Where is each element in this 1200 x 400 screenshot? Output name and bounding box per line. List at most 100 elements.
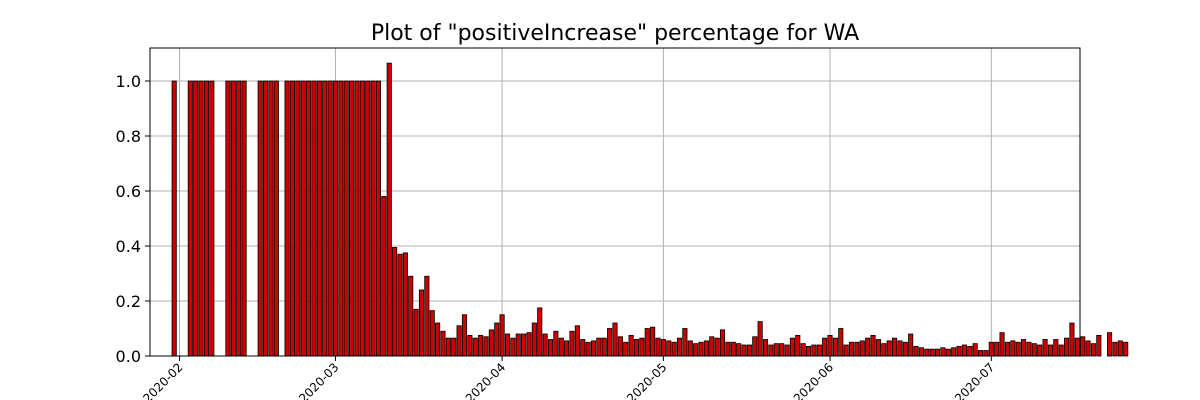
bar xyxy=(306,80,312,357)
bar xyxy=(865,337,871,357)
bar xyxy=(601,337,607,357)
bar xyxy=(569,330,575,357)
y-tick-label: 0.6 xyxy=(116,182,141,201)
bar xyxy=(757,321,763,357)
bar xyxy=(881,343,887,357)
bar xyxy=(811,344,817,357)
bar xyxy=(193,80,199,357)
x-axis: 2020-02 2020-03 2020-04 2020-05 2020-06 2020-… xyxy=(140,356,997,400)
bar xyxy=(397,253,403,357)
x-tick-label: 2020-02 xyxy=(140,360,185,400)
bar xyxy=(972,343,978,357)
bar xyxy=(1117,340,1123,357)
bar xyxy=(354,80,360,357)
bar xyxy=(897,340,903,357)
bar xyxy=(263,80,269,357)
bar xyxy=(843,344,849,357)
bar xyxy=(1026,341,1032,357)
bar xyxy=(370,80,376,357)
bar xyxy=(1064,337,1070,357)
bar xyxy=(418,289,425,357)
bars xyxy=(171,62,1129,357)
bar xyxy=(805,345,812,357)
bar xyxy=(875,339,881,357)
bar xyxy=(983,350,989,357)
bar xyxy=(666,340,672,357)
bar xyxy=(311,80,317,357)
bar xyxy=(332,80,339,357)
bar xyxy=(848,341,855,357)
bar xyxy=(461,314,468,357)
bar xyxy=(978,350,984,357)
bar xyxy=(365,80,371,357)
bar xyxy=(639,337,645,357)
bar xyxy=(343,80,349,357)
bar xyxy=(628,334,634,357)
bar xyxy=(1004,341,1010,357)
bar xyxy=(736,343,742,357)
bar xyxy=(660,339,666,357)
bar xyxy=(284,80,290,357)
bar xyxy=(854,341,860,357)
bar xyxy=(349,80,355,357)
bar xyxy=(1107,332,1113,357)
x-tick-label: 2020-04 xyxy=(463,360,508,400)
bar xyxy=(1085,340,1091,357)
bar xyxy=(709,336,715,357)
bar xyxy=(822,337,828,357)
bar xyxy=(1080,336,1086,357)
bar xyxy=(741,344,747,357)
bar xyxy=(580,339,586,357)
bar xyxy=(435,322,441,357)
y-axis: 0.0 0.2 0.4 0.6 0.8 1.0 xyxy=(116,72,150,366)
bar xyxy=(687,340,693,357)
bar xyxy=(187,80,193,357)
bar xyxy=(547,339,554,357)
bar xyxy=(521,333,527,357)
bar xyxy=(499,314,505,357)
bar xyxy=(934,348,941,357)
bar xyxy=(945,348,951,357)
bar xyxy=(671,341,677,357)
bar xyxy=(800,343,806,357)
bar xyxy=(338,80,344,357)
bar xyxy=(451,337,457,357)
bar xyxy=(913,345,919,357)
bar xyxy=(241,80,247,357)
bar xyxy=(838,328,844,357)
bar xyxy=(1015,341,1021,357)
bar xyxy=(440,330,446,357)
bar xyxy=(693,343,699,357)
y-tick-label: 0.4 xyxy=(116,237,141,256)
bar xyxy=(392,246,398,357)
x-tick-label: 2020-05 xyxy=(624,360,669,400)
y-tick-label: 0.0 xyxy=(116,347,141,366)
bar xyxy=(564,340,570,357)
bar xyxy=(644,328,650,357)
bar xyxy=(424,275,430,357)
bar xyxy=(961,344,967,357)
bar xyxy=(467,334,473,357)
bar xyxy=(268,80,274,357)
bar xyxy=(779,343,785,357)
bar xyxy=(714,337,720,357)
plot-frame xyxy=(149,47,1081,357)
bar xyxy=(1112,341,1118,357)
bar xyxy=(531,322,537,357)
bar xyxy=(789,337,795,357)
bar xyxy=(752,336,758,357)
bar xyxy=(908,333,914,357)
bar xyxy=(1074,337,1080,357)
bar xyxy=(1031,343,1037,357)
bar xyxy=(1053,339,1059,357)
bar xyxy=(730,341,736,357)
bar xyxy=(1096,334,1102,357)
bar xyxy=(623,341,629,357)
bar xyxy=(988,341,994,357)
bar xyxy=(612,322,618,357)
bar xyxy=(445,337,451,357)
bar xyxy=(1010,340,1016,357)
bar xyxy=(795,334,801,357)
bar xyxy=(967,345,973,357)
